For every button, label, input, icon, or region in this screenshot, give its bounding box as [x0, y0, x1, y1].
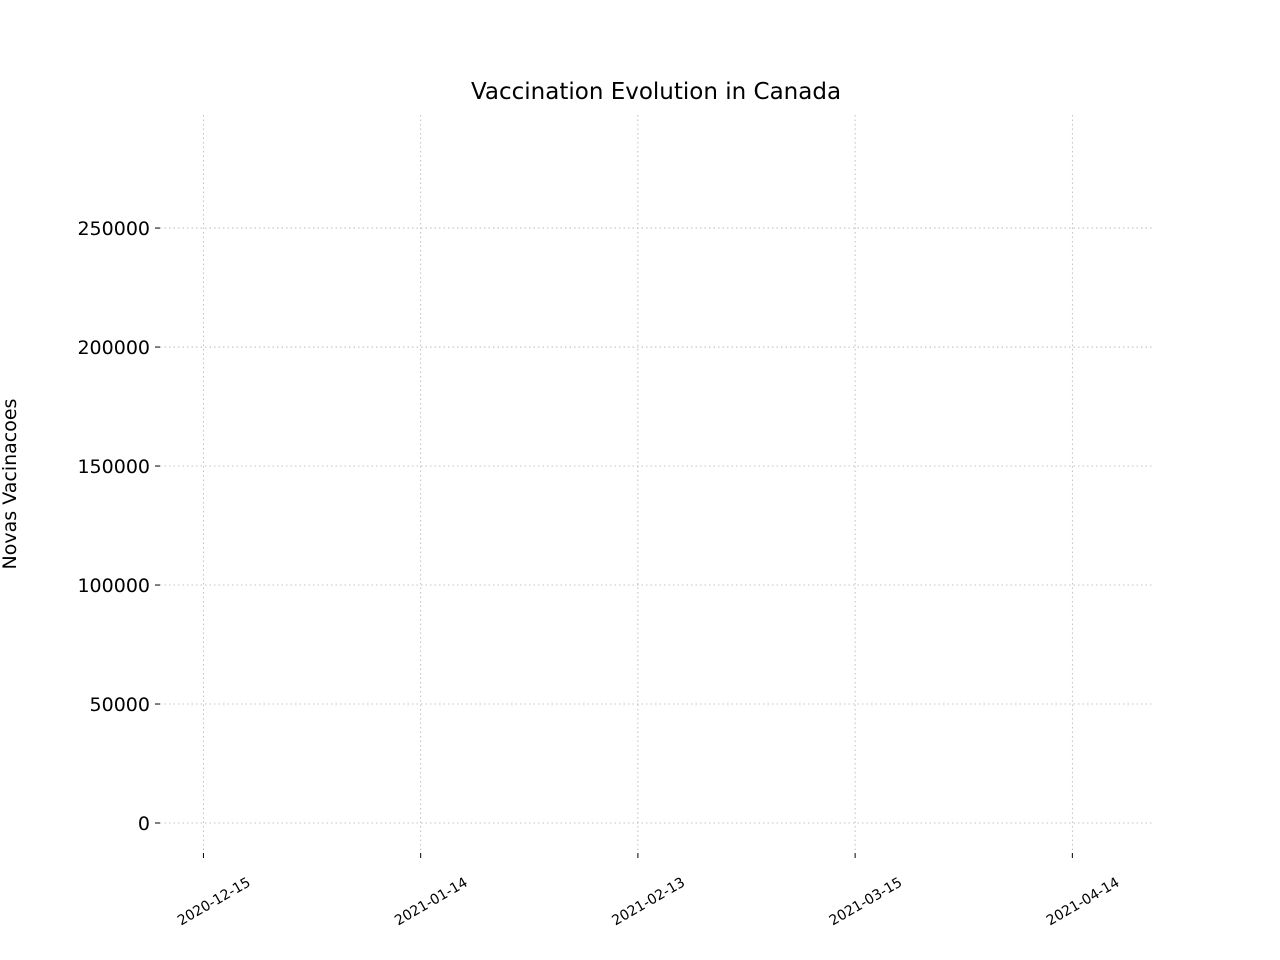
- y-tick-label: 150000: [77, 456, 150, 478]
- x-tick-label: 2021-03-15: [827, 875, 905, 930]
- y-tick-label: 50000: [90, 694, 150, 716]
- x-tick-label: 2021-02-13: [609, 875, 687, 930]
- x-tick-label: 2021-04-14: [1044, 875, 1123, 930]
- x-tick-label: 2021-01-14: [392, 875, 471, 930]
- x-tick-label: 2020-12-15: [175, 875, 253, 930]
- y-tick-label: 200000: [77, 337, 150, 359]
- y-tick-label: 0: [138, 813, 150, 835]
- y-axis-label: Novas Vacinacoes: [0, 399, 21, 570]
- y-tick-label: 100000: [77, 575, 150, 597]
- chart-title: Vaccination Evolution in Canada: [471, 79, 841, 105]
- y-tick-label: 250000: [77, 218, 150, 240]
